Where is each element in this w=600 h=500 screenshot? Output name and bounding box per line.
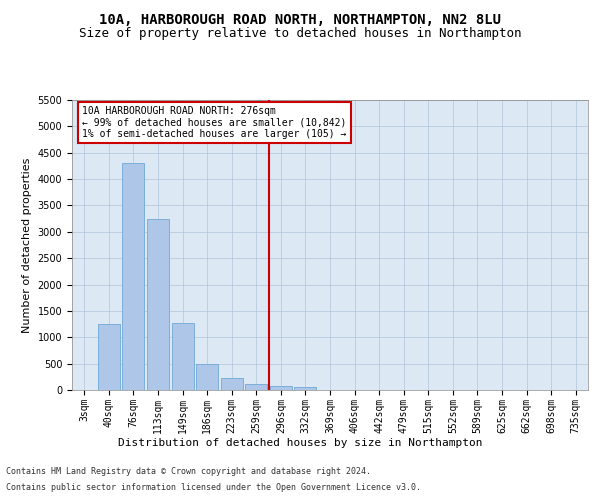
Text: Size of property relative to detached houses in Northampton: Size of property relative to detached ho… xyxy=(79,28,521,40)
Text: 10A, HARBOROUGH ROAD NORTH, NORTHAMPTON, NN2 8LU: 10A, HARBOROUGH ROAD NORTH, NORTHAMPTON,… xyxy=(99,12,501,26)
Bar xyxy=(98,324,120,390)
Bar xyxy=(221,378,243,390)
Bar xyxy=(295,388,316,390)
Text: Contains public sector information licensed under the Open Government Licence v3: Contains public sector information licen… xyxy=(6,482,421,492)
Bar xyxy=(122,164,145,390)
Y-axis label: Number of detached properties: Number of detached properties xyxy=(22,158,32,332)
Bar xyxy=(196,364,218,390)
Bar xyxy=(172,322,194,390)
Text: Distribution of detached houses by size in Northampton: Distribution of detached houses by size … xyxy=(118,438,482,448)
Bar xyxy=(147,218,169,390)
Bar xyxy=(270,386,292,390)
Bar xyxy=(245,384,268,390)
Text: 10A HARBOROUGH ROAD NORTH: 276sqm
← 99% of detached houses are smaller (10,842)
: 10A HARBOROUGH ROAD NORTH: 276sqm ← 99% … xyxy=(82,106,347,139)
Text: Contains HM Land Registry data © Crown copyright and database right 2024.: Contains HM Land Registry data © Crown c… xyxy=(6,468,371,476)
